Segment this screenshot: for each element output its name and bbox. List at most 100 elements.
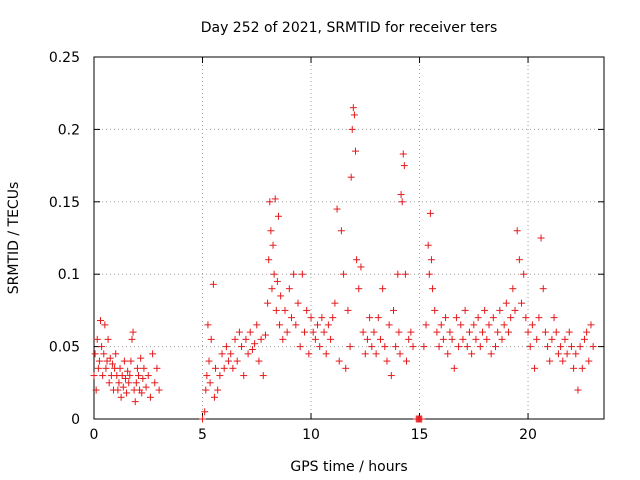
data-point [272, 306, 280, 314]
data-point [489, 314, 497, 322]
data-point [269, 241, 277, 249]
data-point [427, 256, 435, 264]
data-point [257, 335, 265, 343]
data-point [127, 357, 135, 365]
data-point [118, 372, 126, 380]
data-point [583, 328, 591, 336]
data-point [535, 314, 543, 322]
data-point [322, 350, 330, 358]
data-point [283, 328, 291, 336]
data-point [348, 125, 356, 133]
x-tick-label: 20 [519, 427, 537, 443]
data-point [342, 364, 350, 372]
data-point [216, 372, 224, 380]
data-point [235, 328, 243, 336]
data-point [94, 364, 102, 372]
data-point [220, 364, 228, 372]
data-point [539, 285, 547, 293]
data-point [101, 321, 109, 329]
data-point [133, 364, 141, 372]
data-point [105, 379, 113, 387]
data-point [426, 209, 434, 217]
chart-title: Day 252 of 2021, SRMTID for receiver ter… [201, 20, 498, 36]
data-point [463, 343, 471, 351]
data-point [346, 343, 354, 351]
data-point [203, 372, 211, 380]
y-tick-label: 0.2 [58, 122, 80, 138]
data-point [400, 162, 408, 170]
data-point [498, 335, 506, 343]
x-axis-ticks: 0 5 10 15 20 [90, 57, 537, 443]
data-point [476, 343, 484, 351]
data-point [265, 256, 273, 264]
data-point [481, 306, 489, 314]
data-point [397, 191, 405, 199]
data-point [251, 340, 259, 348]
data-point [99, 372, 107, 380]
data-point [554, 350, 562, 358]
data-point [546, 357, 554, 365]
data-point [123, 389, 131, 397]
data-point [505, 328, 513, 336]
data-point [153, 364, 161, 372]
data-point [301, 328, 309, 336]
data-point [117, 393, 125, 401]
data-point [121, 374, 129, 382]
data-point [587, 321, 595, 329]
data-point [140, 364, 148, 372]
data-point [374, 314, 382, 322]
data-point [533, 335, 541, 343]
data-point [570, 364, 578, 372]
data-point [515, 256, 523, 264]
data-point [144, 372, 152, 380]
data-point [344, 306, 352, 314]
data-point [576, 343, 584, 351]
data-point [347, 173, 355, 181]
x-tick-label: 0 [90, 427, 99, 443]
data-point [407, 328, 415, 336]
data-point [398, 198, 406, 206]
data-point [119, 383, 127, 391]
data-point [361, 350, 369, 358]
data-point [468, 350, 476, 358]
data-point [340, 270, 348, 278]
data-point [478, 328, 486, 336]
data-point [450, 364, 458, 372]
data-point [487, 350, 495, 358]
data-point [116, 364, 124, 372]
data-point [368, 343, 376, 351]
y-axis-ticks: 0 0.05 0.1 0.15 0.2 0.25 [49, 50, 604, 428]
data-point [128, 335, 136, 343]
y-tick-label: 0.25 [49, 50, 80, 66]
data-point [279, 335, 287, 343]
data-point [353, 256, 361, 264]
data-point [246, 328, 254, 336]
y-tick-label: 0.05 [49, 340, 80, 356]
data-point [496, 306, 504, 314]
data-point [520, 270, 528, 278]
data-point [270, 270, 278, 278]
data-point [452, 314, 460, 322]
data-point [522, 314, 530, 322]
data-point [93, 335, 101, 343]
data-point [97, 317, 105, 325]
data-point [381, 343, 389, 351]
data-point [355, 285, 363, 293]
data-point [574, 386, 582, 394]
data-point [120, 357, 128, 365]
data-point [524, 328, 532, 336]
data-point [372, 350, 380, 358]
data-point [298, 270, 306, 278]
data-point [137, 354, 145, 362]
data-point [255, 357, 263, 365]
data-point [138, 389, 146, 397]
data-point [580, 335, 588, 343]
data-point [337, 227, 345, 235]
data-point [459, 335, 467, 343]
data-point [268, 285, 276, 293]
data-point [433, 328, 441, 336]
data-point [98, 343, 106, 351]
data-point [470, 321, 478, 329]
data-point [557, 343, 565, 351]
data-point [214, 386, 222, 394]
